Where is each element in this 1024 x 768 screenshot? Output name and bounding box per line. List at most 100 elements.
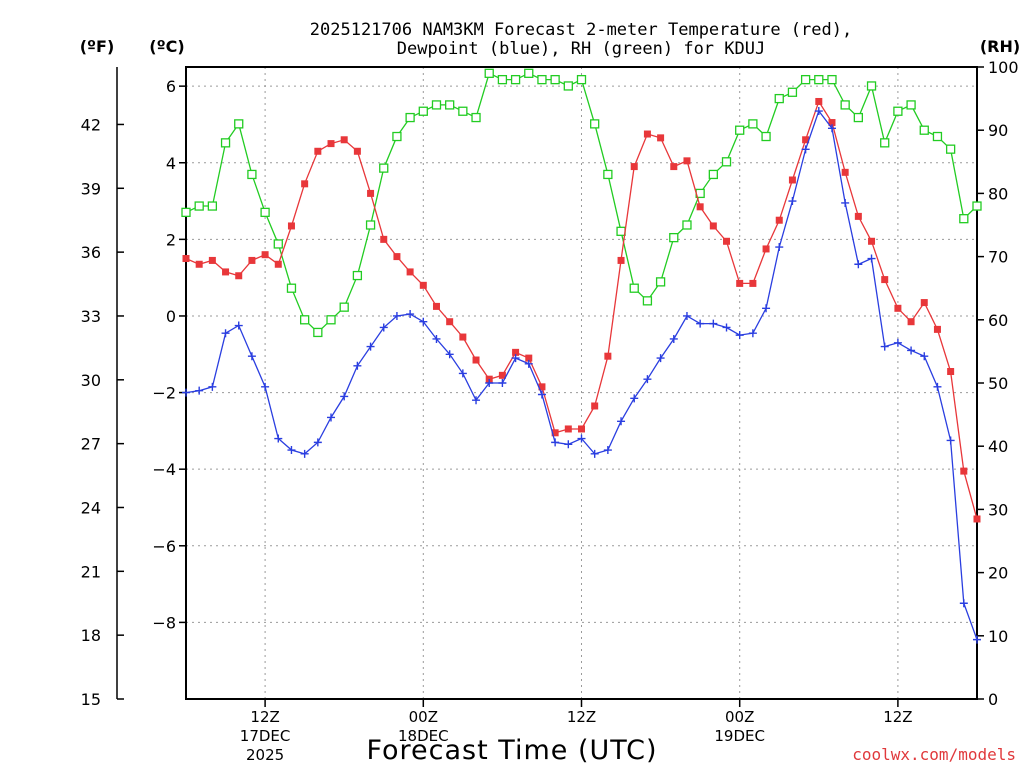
rh-point [669,232,679,243]
rh-point [563,81,573,91]
dewpoint-point [406,310,415,319]
temperature-point [815,97,823,105]
temperature-point [933,325,941,333]
fahrenheit-axis: 15 18 21 24 27 30 33 36 39 42 [81,115,124,709]
rh-point [326,315,336,325]
temperature-point [736,279,744,287]
rh-point [471,112,481,123]
dewpoint-point [788,197,797,206]
temperature-point [353,147,361,155]
rh-point [972,201,982,211]
dewpoint-point [775,243,784,252]
dewpoint-point [748,329,757,338]
dewpoint-point [814,107,823,116]
rh-point [945,144,956,154]
dewpoint-point [827,124,836,133]
temperature-point [841,168,849,176]
rh-point [537,74,547,85]
temperature-point [604,352,612,360]
temperature-point [881,276,889,284]
dewpoint-point [287,446,296,455]
rh-point [379,163,389,173]
x-tick-date: 18DEC [398,727,449,745]
x-tick-year: 2025 [246,746,284,764]
celsius-tick-label: 0 [166,307,176,326]
temperature-point [512,348,520,356]
rh-point [550,74,560,85]
dewpoint-point [643,375,652,384]
temperature-point [868,237,876,245]
temperature-point [261,251,269,259]
rh-point [247,169,257,180]
x-tick-label: 12Z [567,708,596,726]
temperature-point [208,256,216,264]
temperature-point [406,268,414,276]
celsius-unit-label: (ºC) [149,37,184,56]
rh-point [616,226,626,236]
rh-point [655,277,666,287]
rh-tick-label: 90 [988,121,1008,140]
temperature-point [393,253,401,261]
dewpoint-point [709,319,718,328]
series-layer [181,68,982,644]
temperature-point [459,333,467,341]
dewpoint-point [933,382,942,391]
fahrenheit-tick-label: 30 [81,371,101,390]
rh-point [392,131,402,142]
x-tick-date: 17DEC [240,727,291,745]
dewpoint-point [234,321,243,330]
temperature-point [380,235,388,243]
rh-point [220,138,231,148]
dewpoint-point [340,392,349,401]
dewpoint-point [920,352,929,361]
temperature-point [472,356,480,364]
rh-point [959,214,969,224]
temperature-point [340,136,348,144]
x-tick-date: 19DEC [714,727,765,745]
rh-point [735,125,745,135]
rh-point [642,296,653,306]
celsius-axis: 6 4 2 0 −2 −4 −6 −8 [152,77,186,632]
dewpoint-point [762,304,771,313]
rh-point [405,112,415,123]
rh-point [840,100,850,110]
x-tick-label: 00Z [409,708,438,726]
temperature-point [749,279,757,287]
rh-point [932,131,943,142]
rh-point [880,138,890,148]
dewpoint-point [498,379,507,387]
plot-frame [185,66,978,700]
dewpoint-point [669,334,678,343]
rh-tick-label: 20 [988,564,1008,583]
dewpoint-point [959,599,968,608]
dewpoint-point [722,323,731,332]
dewpoint-point [577,434,586,443]
rh-point [510,74,521,85]
temperature-point [973,515,981,523]
celsius-tick-label: 6 [166,77,176,96]
fahrenheit-tick-label: 18 [81,626,101,645]
dewpoint-point [630,394,639,403]
rh-point [919,125,929,135]
dewpoint-point [221,329,230,338]
dewpoint-point [880,342,889,351]
temperature-point [182,255,190,263]
fahrenheit-tick-label: 39 [81,179,101,198]
dewpoint-point [801,145,810,154]
dewpoint-point [590,449,599,458]
dewpoint-point [682,311,691,320]
temperature-point [947,368,955,376]
rh-point [800,74,811,85]
celsius-tick-label: 2 [166,230,176,249]
dewpoint-point [353,361,362,370]
dewpoint-point [854,260,863,269]
credit-text: coolwx.com/models [852,745,1016,764]
dewpoint-point [893,338,902,347]
temperature-point [775,216,783,224]
dewpoint-point [841,198,850,207]
rh-point [484,68,494,78]
celsius-tick-label: −2 [152,384,176,403]
rh-unit-label: (RH) [980,37,1020,56]
dewpoint-point [366,342,375,351]
temperature-point [920,299,928,307]
